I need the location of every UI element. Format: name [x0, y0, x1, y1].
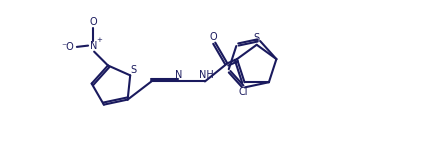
Text: N: N: [175, 70, 183, 80]
Text: O: O: [209, 32, 217, 42]
Text: +: +: [96, 37, 102, 43]
Text: NH: NH: [199, 70, 214, 80]
Text: Cl: Cl: [238, 87, 248, 97]
Text: N: N: [89, 41, 97, 51]
Text: S: S: [254, 33, 260, 43]
Text: S: S: [131, 65, 137, 75]
Text: O: O: [89, 17, 97, 27]
Text: ⁻O: ⁻O: [61, 42, 74, 52]
